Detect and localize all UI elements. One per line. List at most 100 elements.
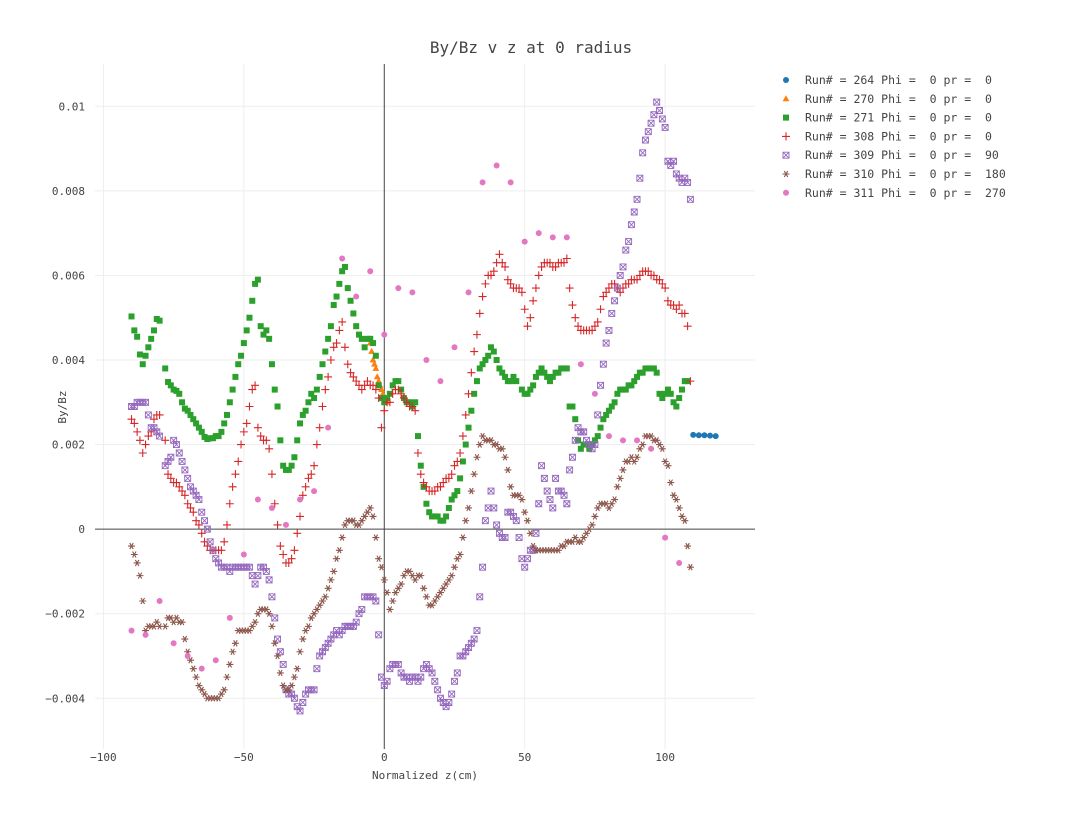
data-point xyxy=(619,263,627,271)
legend[interactable]: Run# = 264 Phi = 0 pr = 0 Run# = 270 Phi … xyxy=(782,73,1006,200)
legend-item[interactable]: Run# = 270 Phi = 0 pr = 0 xyxy=(782,92,992,106)
data-point xyxy=(307,614,315,622)
data-point xyxy=(240,551,247,558)
data-point xyxy=(369,356,377,363)
data-point xyxy=(388,389,397,398)
data-point xyxy=(690,431,697,438)
data-point xyxy=(363,508,371,516)
data-point xyxy=(218,428,225,435)
data-point xyxy=(156,432,164,440)
data-point xyxy=(465,289,472,296)
data-point xyxy=(662,390,669,397)
data-point xyxy=(470,635,478,643)
data-point xyxy=(172,441,180,449)
legend-item[interactable]: Run# = 308 Phi = 0 pr = 0 xyxy=(782,129,992,143)
data-point xyxy=(133,427,142,436)
data-point xyxy=(282,521,289,528)
data-point xyxy=(389,597,397,605)
data-point xyxy=(656,441,664,448)
data-point xyxy=(571,534,579,541)
data-point xyxy=(453,457,462,466)
data-point xyxy=(676,395,683,402)
data-point xyxy=(544,373,551,380)
data-point xyxy=(661,123,669,131)
legend-label: Run# = 310 Phi = 0 pr = 180 xyxy=(805,167,1006,181)
data-point xyxy=(192,516,201,525)
data-point xyxy=(521,238,528,245)
data-point xyxy=(457,475,464,482)
data-point xyxy=(456,551,464,558)
data-point xyxy=(172,478,181,487)
data-point xyxy=(341,521,349,529)
data-point xyxy=(375,382,382,389)
data-point xyxy=(614,390,621,397)
data-point xyxy=(594,433,601,440)
data-point xyxy=(130,551,138,558)
data-point xyxy=(499,369,506,376)
data-point xyxy=(602,288,611,297)
data-point xyxy=(144,411,152,419)
data-point xyxy=(167,382,174,389)
data-point xyxy=(321,593,329,601)
data-point xyxy=(346,368,355,377)
data-point xyxy=(580,534,588,541)
data-point xyxy=(577,445,584,452)
x-tick-labels: −100 −50 0 50 100 xyxy=(90,751,675,764)
data-point xyxy=(453,669,461,677)
data-point xyxy=(248,623,256,630)
legend-item[interactable]: Run# = 271 Phi = 0 pr = 0 xyxy=(783,111,992,125)
data-point xyxy=(448,572,456,579)
data-point xyxy=(518,496,526,503)
data-point xyxy=(701,432,708,439)
data-point xyxy=(375,555,383,562)
y-tick-labels: −0.004 −0.002 0 0.002 0.004 0.006 0.008 0.01 xyxy=(45,100,85,705)
data-point xyxy=(616,271,624,279)
data-point xyxy=(560,542,568,550)
y-tick-label: 0.002 xyxy=(52,439,85,452)
data-point xyxy=(378,385,385,392)
data-point xyxy=(383,589,391,596)
data-point xyxy=(372,352,379,359)
data-point xyxy=(226,399,233,406)
data-point xyxy=(279,660,287,668)
legend-item[interactable]: Run# = 311 Phi = 0 pr = 270 xyxy=(783,186,1006,200)
data-point xyxy=(611,399,618,406)
legend-item[interactable]: Run# = 264 Phi = 0 pr = 0 xyxy=(783,73,992,87)
data-point xyxy=(384,395,391,402)
data-point xyxy=(515,492,523,499)
data-point xyxy=(476,441,484,448)
data-point xyxy=(507,483,515,491)
data-point xyxy=(599,292,608,301)
data-point xyxy=(335,326,344,335)
legend-item[interactable]: Run# = 309 Phi = 0 pr = 90 xyxy=(782,148,999,162)
data-point xyxy=(402,398,411,407)
data-point xyxy=(232,373,239,380)
data-point xyxy=(518,386,525,393)
data-point xyxy=(313,665,321,673)
data-point xyxy=(672,170,680,178)
data-point xyxy=(187,411,194,418)
data-point xyxy=(549,373,556,380)
data-point xyxy=(663,296,672,305)
data-point xyxy=(319,361,326,368)
data-point xyxy=(501,534,509,542)
data-point xyxy=(251,618,259,626)
data-point xyxy=(656,390,663,397)
data-point xyxy=(656,107,663,114)
data-point xyxy=(308,390,315,397)
data-point xyxy=(366,504,374,512)
data-point xyxy=(395,378,402,385)
legend-item[interactable]: Run# = 310 Phi = 0 pr = 180 xyxy=(782,167,1006,181)
data-point xyxy=(372,364,380,371)
data-point xyxy=(413,449,422,458)
data-point xyxy=(330,568,338,575)
data-point xyxy=(549,234,556,241)
data-point xyxy=(422,660,430,668)
data-point xyxy=(197,529,206,538)
data-point xyxy=(229,386,236,393)
data-point xyxy=(170,640,177,647)
data-point xyxy=(450,461,459,470)
data-point xyxy=(128,313,135,320)
data-point xyxy=(339,268,346,275)
data-point xyxy=(428,669,436,677)
